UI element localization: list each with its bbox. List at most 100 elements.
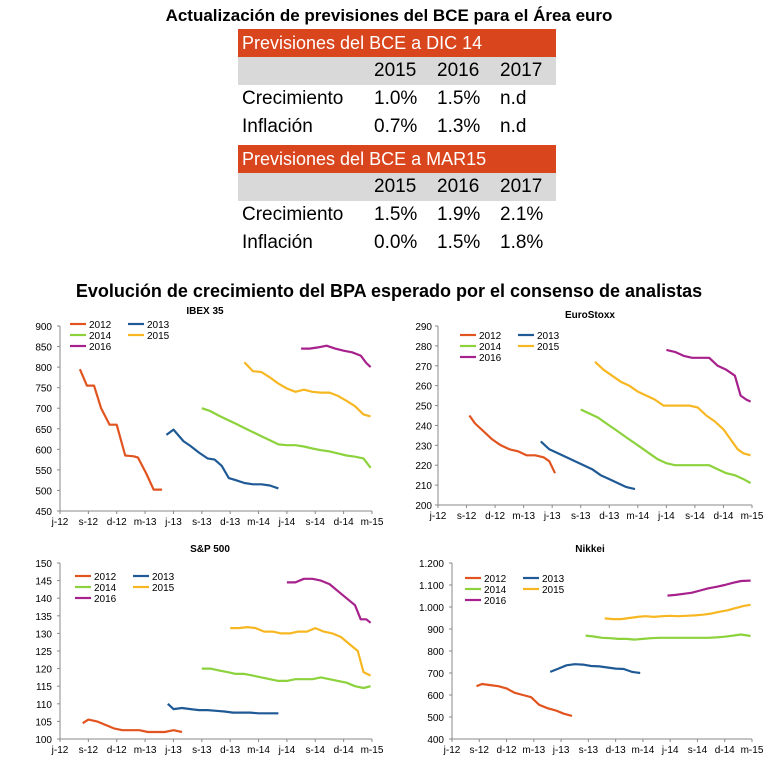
value-cell: 1.0% [374, 88, 418, 109]
table-header: Previsiones del BCE a MAR15 [238, 145, 556, 173]
series-line-2013 [167, 702, 279, 715]
series-line-2014 [585, 633, 751, 641]
x-tick-label: j-14 [661, 745, 679, 756]
series-line-2016 [301, 344, 372, 368]
x-tick-label: j-14 [278, 517, 296, 528]
x-tick-label: d-14 [715, 745, 735, 756]
legend-label: 2013 [537, 331, 560, 342]
legend-label: 2012 [479, 331, 502, 342]
y-tick-label: 600 [35, 445, 52, 456]
series-line-2012 [476, 682, 573, 717]
y-tick-label: 260 [415, 382, 432, 393]
x-tick-label: j-13 [552, 745, 570, 756]
series-line-2014 [201, 667, 371, 690]
x-tick-label: d-12 [107, 745, 127, 756]
y-tick-label: 145 [35, 577, 52, 588]
chart-title: S&P 500 [190, 544, 230, 555]
chart-2: S&P 500 150 145 140 135 130 125 120 115 110 105 100… [35, 544, 384, 756]
row-label: Crecimiento [242, 204, 344, 225]
x-tick-label: m-14 [632, 745, 655, 756]
x-tick-label: j-12 [51, 745, 69, 756]
x-tick-label: s-13 [192, 517, 212, 528]
legend-label: 2013 [152, 572, 175, 583]
x-tick-label: s-12 [470, 745, 490, 756]
x-tick-label: s-14 [306, 517, 326, 528]
x-tick-label: j-12 [51, 517, 69, 528]
y-tick-label: 700 [427, 669, 444, 680]
series-line-2012 [82, 718, 183, 734]
y-tick-label: 200 [415, 501, 432, 512]
x-tick-label: s-12 [457, 511, 477, 522]
series-line-2013 [165, 428, 279, 490]
y-tick-label: 600 [427, 691, 444, 702]
y-tick-label: 1.100 [419, 581, 444, 592]
x-tick-label: m-15 [741, 745, 764, 756]
y-tick-label: 110 [36, 700, 52, 711]
chart-title: EuroStoxx [565, 310, 615, 321]
legend-label: 2012 [484, 574, 507, 585]
year-cell: 2015 [374, 176, 417, 197]
value-cell: 2.1% [500, 204, 544, 225]
x-tick-label: d-12 [497, 745, 517, 756]
series-line-2015 [594, 360, 751, 457]
value-cell: 1.8% [500, 232, 544, 253]
y-tick-label: 700 [35, 404, 52, 415]
series-line-2013 [540, 440, 636, 491]
x-tick-label: m-13 [512, 511, 535, 522]
y-tick-label: 230 [415, 441, 432, 452]
y-tick-label: 800 [427, 647, 444, 658]
legend-label: 2013 [147, 320, 170, 331]
year-cell: 2017 [500, 60, 543, 81]
legend-label: 2014 [94, 583, 117, 594]
y-tick-label: 900 [35, 322, 52, 333]
table-header: Previsiones del BCE a DIC 14 [238, 29, 556, 57]
value-cell: n.d [500, 116, 527, 137]
ecb-forecast-table-dec14: Previsiones del BCE a DIC 14 2015 2016 2… [238, 29, 556, 141]
y-tick-label: 240 [415, 421, 432, 432]
x-tick-label: j-13 [543, 511, 561, 522]
x-tick-label: m-13 [522, 745, 545, 756]
series-line-2016 [667, 579, 751, 597]
x-tick-label: m-14 [247, 745, 270, 756]
y-tick-label: 115 [36, 682, 52, 693]
series-line-2015 [230, 625, 372, 677]
year-cell: 2017 [500, 176, 543, 197]
y-tick-label: 290 [415, 322, 432, 333]
y-tick-label: 500 [427, 713, 444, 724]
x-tick-label: m-14 [626, 511, 649, 522]
x-tick-label: j-12 [429, 511, 447, 522]
chart-title: IBEX 35 [186, 306, 224, 317]
x-tick-label: s-13 [579, 745, 599, 756]
legend-label: 2015 [152, 583, 175, 594]
series-line-2012 [468, 414, 556, 474]
y-tick-label: 900 [427, 625, 444, 636]
table-row: Inflación 0.7% 1.3% n.d [238, 113, 556, 141]
year-cell: 2015 [374, 60, 417, 81]
y-tick-label: 450 [35, 507, 52, 518]
x-tick-label: s-14 [688, 745, 708, 756]
y-tick-label: 400 [427, 735, 444, 746]
series-line-2012 [78, 368, 163, 491]
y-tick-label: 1.200 [419, 559, 444, 570]
year-cell: 2016 [437, 60, 480, 81]
y-tick-label: 270 [415, 362, 432, 373]
y-tick-label: 1.000 [419, 603, 444, 614]
legend-label: 2016 [94, 594, 117, 605]
x-tick-label: d-14 [334, 745, 354, 756]
ecb-forecast-table-mar15: Previsiones del BCE a MAR15 2015 2016 20… [238, 145, 556, 257]
x-tick-label: d-13 [599, 511, 619, 522]
charts-section-title: Evolución de crecimiento del BPA esperad… [75, 281, 703, 301]
y-tick-label: 140 [35, 594, 52, 605]
series-line-2015 [243, 361, 371, 418]
y-tick-label: 550 [35, 466, 52, 477]
x-tick-label: d-14 [334, 517, 354, 528]
legend-label: 2016 [89, 342, 112, 353]
x-tick-label: m-14 [247, 517, 270, 528]
y-tick-label: 220 [415, 461, 432, 472]
table-years-row: 2015 2016 2017 [238, 173, 556, 201]
table-row: Crecimiento 1.0% 1.5% n.d [238, 85, 556, 113]
value-cell: 1.5% [437, 88, 481, 109]
legend-label: 2014 [484, 585, 507, 596]
x-tick-label: s-12 [79, 745, 99, 756]
